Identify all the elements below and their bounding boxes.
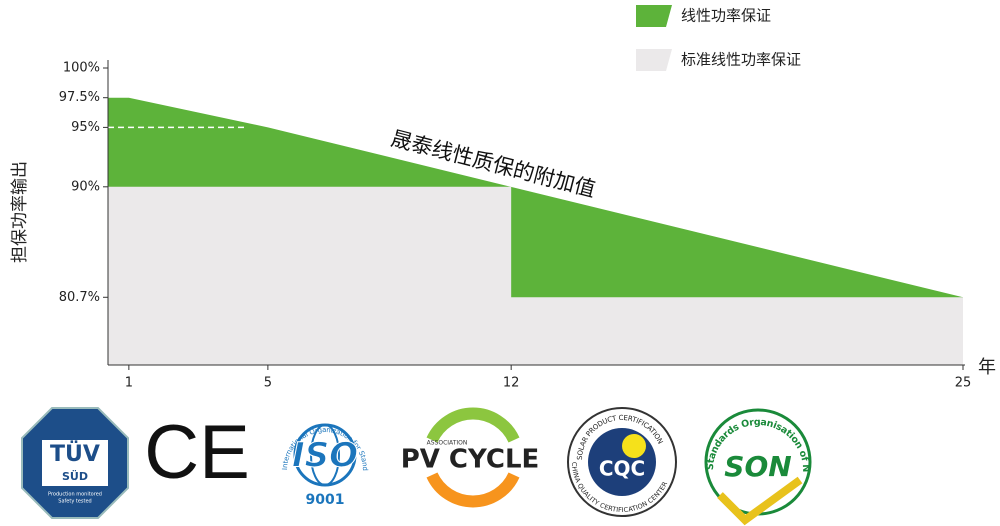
pvcycle-logo: ASSOCIATION PV CYCLE	[401, 407, 540, 508]
y-tick-label: 80.7%	[59, 290, 100, 305]
legend-swatch	[636, 49, 672, 71]
legend-swatch	[636, 5, 672, 27]
tuv-name: TÜV	[50, 441, 100, 467]
x-tick-label: 25	[955, 376, 972, 391]
y-tick-label: 95%	[71, 120, 100, 135]
y-axis-label: 担保功率输出	[10, 161, 30, 263]
y-tick-label: 100%	[63, 61, 100, 76]
iso-name: ISO	[292, 436, 358, 476]
x-tick-label: 5	[264, 376, 272, 391]
cqc-name: CQC	[599, 457, 645, 481]
ce-logo: CE	[144, 410, 250, 495]
x-tick-label: 1	[125, 376, 133, 391]
son-name: SON	[724, 450, 791, 483]
tuv-line1: Production monitored	[48, 492, 102, 498]
tuv-logo: TÜV SÜD Production monitored Safety test…	[21, 407, 129, 519]
cqc-logo: SOLAR PRODUCT CERTIFICATION CHINA QUALIT…	[567, 407, 677, 517]
x-axis-label: 年	[978, 357, 996, 378]
iso-number: 9001	[306, 492, 345, 508]
x-tick-label: 12	[503, 376, 520, 391]
y-tick-label: 90%	[71, 179, 100, 194]
legend-label: 线性功率保证	[681, 7, 771, 25]
legend-label: 标准线性功率保证	[681, 51, 801, 69]
pvcycle-name: PV CYCLE	[401, 445, 540, 475]
y-tick-label: 97.5%	[59, 90, 100, 105]
pvcycle-top: ASSOCIATION	[427, 440, 468, 447]
tuv-line2: Safety tested	[58, 499, 91, 505]
tuv-sub: SÜD	[62, 469, 88, 483]
area	[108, 186, 963, 365]
